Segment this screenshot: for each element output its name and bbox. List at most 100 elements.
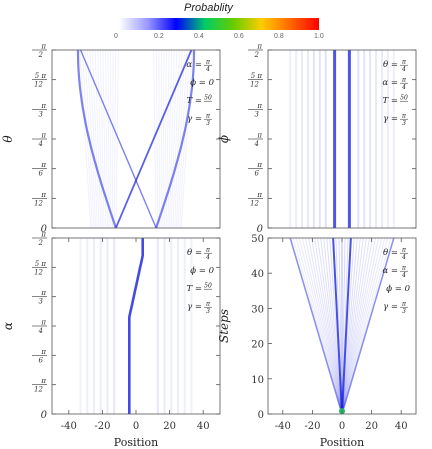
y-tick-label: 30 [251, 304, 264, 315]
cone-edge [289, 238, 343, 414]
colorbar-title: Probablity [184, 2, 233, 14]
plot-frame [267, 237, 417, 415]
param-annotation: θ = [187, 248, 202, 258]
cone-line [341, 238, 346, 414]
y-tick-label: 0 [258, 410, 264, 421]
cone-line [341, 238, 361, 414]
x-tick-label: 20 [163, 421, 176, 432]
peak-curve [155, 50, 196, 228]
x-tick-label: 0 [339, 421, 345, 432]
param-annotation: 50 [204, 95, 212, 102]
cone-line [304, 238, 343, 414]
y-tick-label: 40 [251, 269, 264, 280]
fan-line [107, 50, 110, 228]
y-tick-label: π [256, 102, 262, 110]
param-annotation: 4 [401, 254, 406, 261]
peak-curve [76, 50, 117, 228]
param-annotation: γ = [383, 114, 398, 124]
plot-background [52, 238, 220, 414]
cross-line [115, 50, 193, 228]
param-annotation: T = [187, 284, 203, 294]
fan-line [94, 50, 102, 228]
cone-line [292, 238, 343, 414]
origin-peak [339, 408, 345, 414]
param-annotation: π [401, 247, 407, 254]
cone-line [341, 238, 364, 414]
param-annotation: π [401, 265, 407, 272]
x-tick-label: -40 [61, 421, 77, 432]
cone-line [341, 238, 383, 414]
param-annotation: 3 [206, 308, 210, 315]
y-tick-label: 4 [254, 140, 259, 148]
y-axis-label: Steps [217, 309, 231, 343]
fan-line [169, 50, 175, 228]
cone-line [323, 238, 343, 414]
cone-line [341, 238, 373, 414]
param-annotation: α = [382, 266, 398, 276]
y-tick-label: 5 π [35, 72, 47, 80]
fan-line [92, 50, 100, 228]
fan-line [174, 50, 183, 228]
param-annotation: π [401, 77, 407, 84]
cone-core [341, 238, 352, 414]
param-annotation: 4 [205, 254, 210, 261]
x-tick-label: 0 [133, 421, 139, 432]
y-tick-label: 2 [38, 51, 44, 59]
colorbar-gradient [119, 18, 319, 30]
y-tick-label: 5 π [35, 260, 47, 268]
y-tick-label: 0 [257, 224, 264, 235]
param-annotation: T = [187, 96, 203, 106]
peak-curve [128, 238, 144, 414]
cone-line [295, 238, 343, 414]
param-annotation: 4 [205, 66, 210, 73]
x-tick-label: 40 [395, 421, 408, 432]
param-annotation: 50 [400, 95, 408, 102]
param-annotation: γ = [187, 114, 202, 124]
cone-line [341, 238, 352, 414]
y-tick-label: π [40, 231, 46, 239]
fan-line [162, 50, 165, 228]
fan-line [179, 50, 191, 228]
y-tick-label: 6 [255, 170, 260, 178]
fan-line [165, 50, 170, 228]
x-axis-label: Position [320, 436, 364, 449]
x-tick-label: -40 [275, 421, 291, 432]
fan-line [155, 50, 159, 228]
y-tick-label: 12 [34, 81, 43, 89]
fan-line [84, 50, 95, 228]
y-tick-label: π [40, 289, 46, 297]
cone-line [341, 238, 386, 414]
y-tick-label: π [40, 161, 46, 169]
fan-line [167, 50, 173, 228]
param-annotation: π [401, 59, 407, 66]
y-tick-label: 0 [41, 224, 48, 235]
y-tick-label: π [40, 132, 46, 140]
x-axis-label: Position [114, 436, 158, 449]
param-annotation: π [205, 301, 211, 308]
y-tick-label: 20 [251, 340, 264, 351]
y-tick-label: 5 π [251, 72, 263, 80]
fan-line [86, 50, 97, 228]
param-annotation: T = [383, 96, 399, 106]
cone-line [341, 238, 358, 414]
y-tick-label: 6 [39, 356, 44, 364]
x-tick-label: -20 [94, 421, 110, 432]
y-tick-label: 6 [39, 170, 44, 178]
plot-background [268, 50, 416, 228]
colorbar-tick-label: 1.0 [314, 33, 324, 40]
y-tick-label: π [40, 43, 46, 51]
cone-line [338, 238, 343, 414]
y-tick-label: 12 [34, 268, 43, 276]
x-tick-label: 20 [365, 421, 378, 432]
param-annotation: 3 [402, 120, 406, 127]
param-annotation: γ = [187, 302, 202, 312]
param-annotation: ϕ = 0 [190, 266, 214, 276]
y-tick-label: 10 [251, 375, 264, 386]
y-tick-label: π [256, 132, 262, 140]
y-tick-label: π [40, 348, 46, 356]
fan-line [99, 50, 105, 228]
param-annotation: α = [186, 60, 202, 70]
colorbar-tick-label: 0.8 [274, 33, 284, 40]
